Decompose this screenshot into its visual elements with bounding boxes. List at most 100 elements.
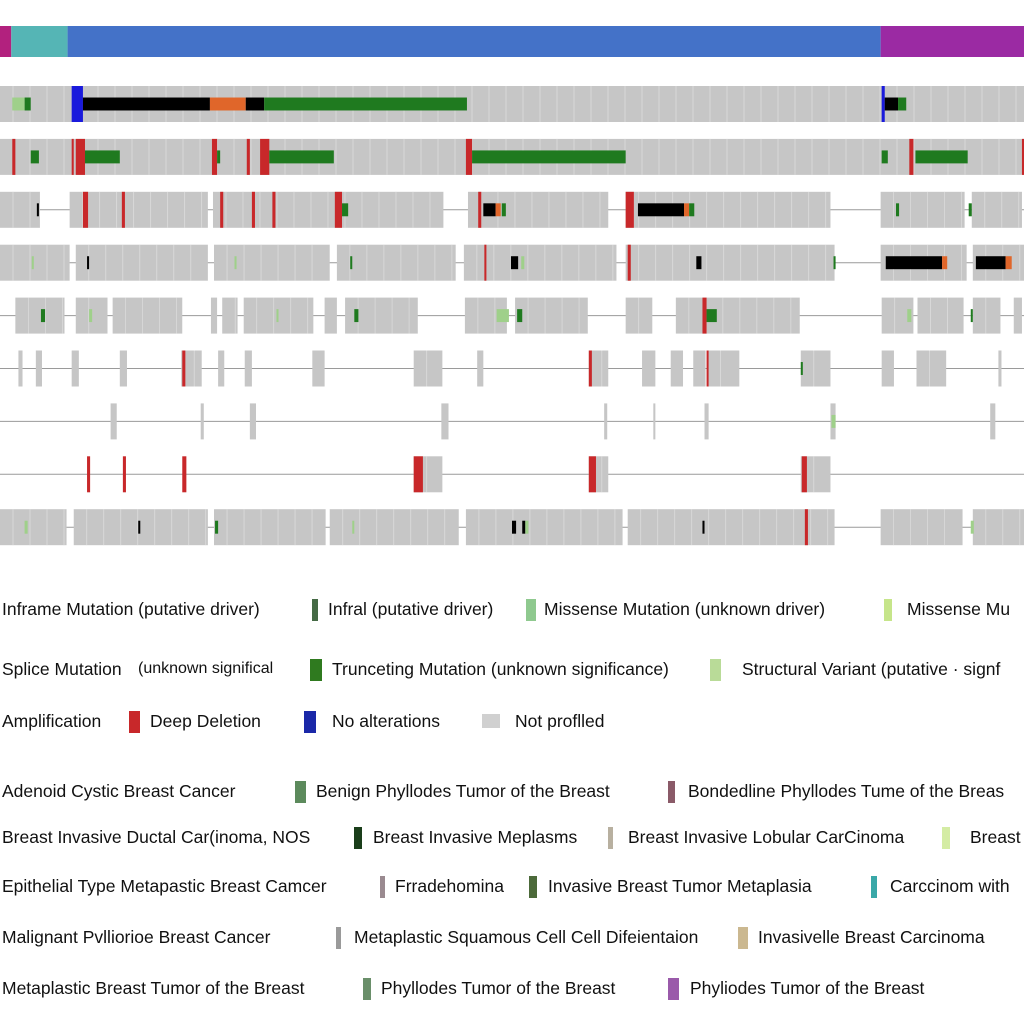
alteration-missense_driver — [970, 309, 973, 323]
alteration-missense_unknown — [352, 520, 355, 534]
legend-row-cancer-2: Breast Invasive Ductal Car(inoma, NOS Br… — [0, 822, 1024, 852]
sample-block — [35, 350, 42, 387]
legend-item-cancer: Phyllodes Tumor of the Breast — [361, 973, 615, 1003]
alteration-missense_unknown — [24, 520, 28, 534]
legend-swatch — [336, 927, 341, 949]
legend-label: Phyliodes Tumor of the Breast — [690, 978, 925, 998]
alteration-truncating — [975, 256, 1006, 270]
alteration-amplification — [702, 297, 707, 334]
legend-row-alterations-3: Amplification Deep Deletion No alteratio… — [0, 706, 1024, 736]
legend-swatch — [295, 781, 306, 803]
alteration-amplification — [220, 191, 224, 228]
legend-item-cancer: Bondedline Phyllodes Tume of the Breas — [666, 776, 1004, 806]
annotation-segment — [0, 26, 12, 57]
legend-label: Invasivelle Breast Carcinoma — [758, 927, 985, 947]
legend-item-cancer: Carccinom with — [869, 871, 1010, 901]
alteration-deep_deletion — [71, 86, 83, 122]
alteration-amplification — [465, 138, 473, 175]
legend-label: Bondedline Phyllodes Tume of the Breas — [688, 781, 1005, 801]
alteration-missense_driver — [517, 309, 523, 323]
sample-block — [441, 403, 449, 440]
sample-block — [990, 403, 996, 440]
legend-item-cancer: Breast Invasive Meplasms — [352, 822, 577, 852]
sample-block — [200, 403, 204, 440]
legend-label: Structural Variant (putative · signf — [742, 659, 1001, 679]
alteration-missense_driver — [215, 520, 219, 534]
sample-block — [653, 403, 656, 440]
legend-item-cancer: Invasive Breast Tumor Metaplasia — [527, 871, 812, 901]
alteration-amplification — [75, 138, 85, 175]
legend-label: Adenoid Cystic Breast Cancer — [2, 781, 236, 801]
alteration-amplification — [627, 244, 631, 281]
alteration-amplification — [625, 191, 634, 228]
legend-item-cancer: Benign Phyllodes Tumor of the Breast — [293, 776, 610, 806]
legend-swatch — [942, 827, 950, 849]
legend-label: Breast Invasive Lobular CarCinoma — [628, 827, 905, 847]
alteration-amplification — [1021, 138, 1024, 175]
sample-block — [675, 297, 800, 334]
legend-item-cancer: Epithelial Type Metapastic Breast Camcer — [2, 871, 327, 901]
sample-block — [880, 509, 963, 546]
legend-label: No alterations — [332, 711, 440, 731]
sample-block — [465, 509, 623, 546]
alteration-amplification — [122, 456, 126, 493]
alteration-missense_driver — [915, 150, 968, 164]
alteration-missense_driver — [40, 309, 46, 323]
alteration-missense_unknown — [234, 256, 237, 270]
alteration-missense_driver — [84, 150, 120, 164]
sample-block — [972, 509, 1024, 546]
sample-block — [181, 350, 202, 387]
sample-block — [15, 297, 65, 334]
sample-block — [75, 244, 208, 281]
legend-swatch — [529, 876, 537, 898]
legend-item-splice: Splice Mutation — [2, 654, 122, 684]
legend-label: Infral (putative driver) — [328, 599, 494, 619]
alteration-missense_unknown — [89, 309, 93, 323]
alteration-deep_deletion — [881, 86, 885, 122]
legend-item-cancer: Breast Invasive Lobular CarCinoma — [606, 822, 904, 852]
legend-label: Deep Deletion — [150, 711, 261, 731]
legend-row-cancer-5: Metaplastic Breast Tumor of the Breast P… — [0, 973, 1024, 1003]
alteration-truncating — [512, 520, 517, 534]
alteration-amplification — [804, 509, 808, 546]
legend-label: Phyllodes Tumor of the Breast — [381, 978, 616, 998]
alteration-truncating — [483, 203, 496, 217]
legend-swatch — [363, 978, 371, 1000]
alteration-amplification — [706, 350, 709, 387]
legend-item-cancer: Metaplastic Breast Tumor of the Breast — [2, 973, 305, 1003]
legend-label: Missense Mu — [907, 599, 1011, 619]
alteration-truncating — [696, 256, 702, 270]
alteration-amplification — [246, 138, 250, 175]
alteration-truncating — [82, 97, 210, 111]
alteration-truncating — [87, 256, 90, 270]
legend-item-truncating: Trunceting Mutation (unknown significanc… — [308, 654, 669, 684]
legend-swatch — [738, 927, 748, 949]
alteration-missense_driver — [269, 150, 334, 164]
alteration-missense_unknown — [12, 97, 25, 111]
legend-swatch — [526, 599, 536, 621]
sample-block — [693, 350, 706, 387]
sample-block — [670, 350, 684, 387]
legend-swatch — [312, 599, 318, 621]
alteration-missense_driver — [354, 309, 359, 323]
alteration-missense_unknown — [970, 520, 974, 534]
alteration-missense_driver — [968, 203, 972, 217]
alteration-amplification — [588, 350, 592, 387]
alteration-amplification — [182, 456, 187, 493]
sample-block — [110, 403, 117, 440]
sample-block — [642, 350, 656, 387]
sample-block — [413, 350, 443, 387]
legend-row-alterations-2: Splice Mutation (unknown significal Trun… — [0, 654, 1024, 684]
annotation-segment — [67, 26, 881, 57]
legend-swatch — [129, 711, 140, 733]
sample-block — [707, 350, 740, 387]
sample-block — [604, 403, 608, 440]
sample-block — [18, 350, 23, 387]
legend-item-structural: Structural Variant (putative · signf — [708, 654, 1000, 684]
legend-item-missense-unknown: Missense Mutation (unknown driver) — [524, 594, 825, 624]
legend-item-cancer: Phyliodes Tumor of the Breast — [666, 973, 924, 1003]
alteration-missense_driver — [501, 203, 506, 217]
annotation-segment — [880, 26, 1024, 57]
alteration-splice — [942, 256, 948, 270]
legend-swatch — [304, 711, 316, 733]
